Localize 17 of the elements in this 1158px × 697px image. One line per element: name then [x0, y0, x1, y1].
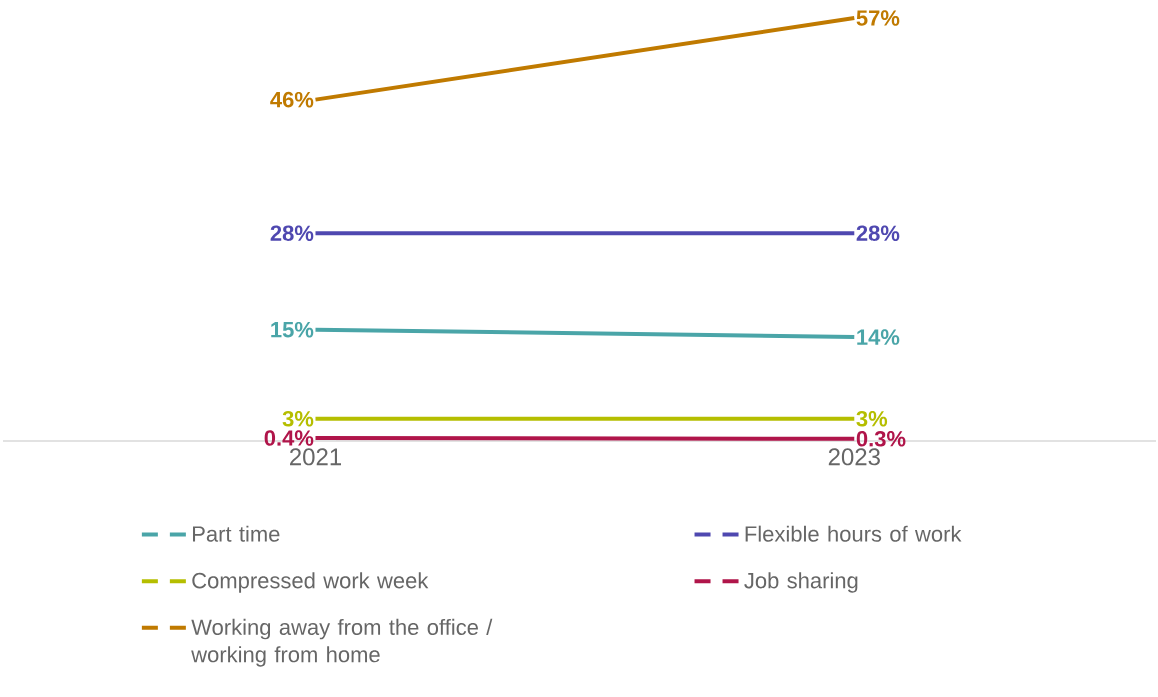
x-tick-label: 2023 [828, 448, 880, 466]
x-tick-label: 2021 [290, 448, 341, 466]
legend-label: Compressed work week [192, 572, 429, 593]
data-label: 0.3% [856, 430, 906, 447]
data-label: 28% [270, 225, 314, 241]
legend-label: Part time [193, 525, 280, 542]
data-label: 3% [856, 410, 888, 427]
legend-label: Job sharing [744, 572, 858, 593]
data-label: 46% [270, 91, 314, 108]
data-label: 57% [856, 10, 900, 26]
data-label: 28% [856, 225, 900, 241]
legend-label: Working away from the office / working from home [191, 618, 493, 667]
data-label: 14% [857, 329, 900, 345]
data-label: 3% [282, 410, 314, 427]
data-label: 15% [271, 321, 314, 338]
legend-label: Flexible hours of work [745, 525, 962, 542]
data-label: 0.4% [264, 430, 314, 446]
